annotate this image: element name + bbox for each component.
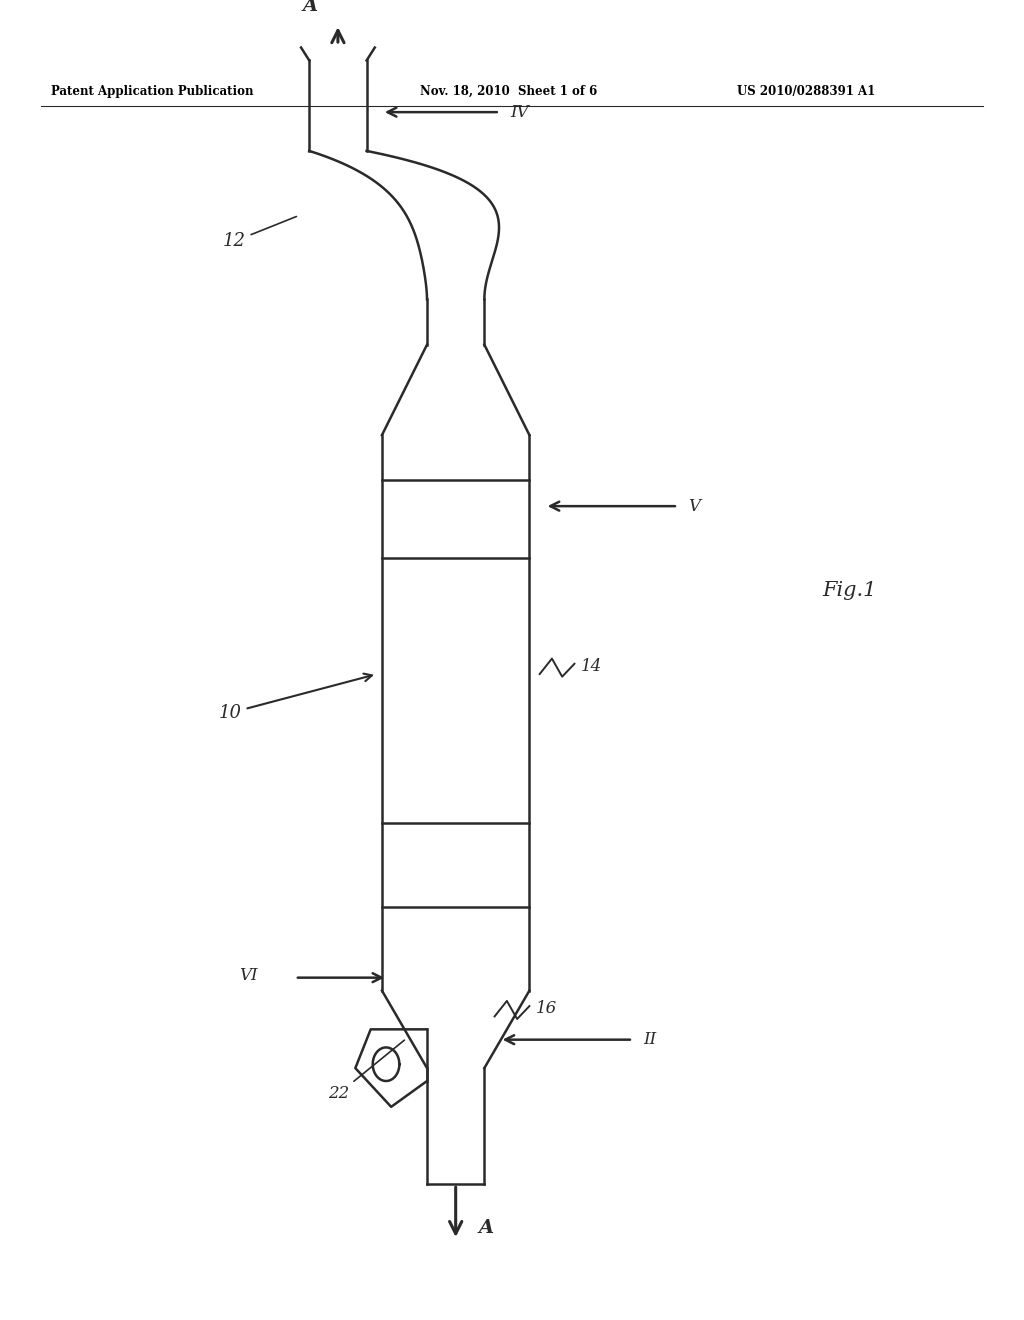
Text: 22: 22 [328, 1040, 404, 1102]
Text: 10: 10 [219, 673, 372, 722]
Text: Patent Application Publication: Patent Application Publication [51, 84, 254, 98]
Text: V: V [688, 498, 700, 515]
Text: Fig.1: Fig.1 [822, 581, 878, 599]
Text: Nov. 18, 2010  Sheet 1 of 6: Nov. 18, 2010 Sheet 1 of 6 [420, 84, 597, 98]
Text: 12: 12 [223, 216, 296, 251]
Text: 14: 14 [581, 657, 602, 675]
Text: VI: VI [240, 966, 258, 983]
Text: II: II [643, 1031, 656, 1048]
Text: US 2010/0288391 A1: US 2010/0288391 A1 [737, 84, 876, 98]
Text: 16: 16 [536, 1001, 557, 1018]
Text: IV: IV [510, 104, 528, 120]
Text: A: A [302, 0, 317, 16]
Text: A: A [478, 1220, 494, 1237]
